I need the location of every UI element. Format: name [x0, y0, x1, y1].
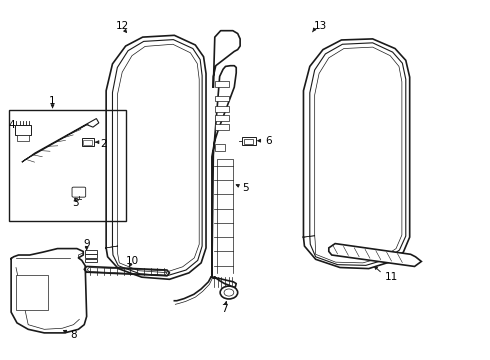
Text: 9: 9: [83, 239, 90, 249]
Circle shape: [220, 286, 238, 299]
Bar: [244, 139, 253, 144]
Bar: [242, 137, 256, 145]
FancyBboxPatch shape: [72, 187, 86, 197]
Polygon shape: [22, 118, 99, 162]
Polygon shape: [329, 244, 421, 266]
Bar: [9, 111, 125, 221]
Circle shape: [224, 289, 234, 296]
Bar: [215, 107, 229, 112]
Bar: [83, 140, 92, 145]
FancyBboxPatch shape: [15, 125, 30, 135]
Text: 8: 8: [70, 330, 77, 341]
Text: 11: 11: [385, 272, 398, 282]
Text: 10: 10: [125, 256, 139, 266]
Bar: [215, 115, 229, 121]
Bar: [85, 258, 97, 262]
Text: 3: 3: [72, 198, 79, 208]
Bar: [215, 96, 229, 102]
Text: 5: 5: [243, 183, 249, 193]
Bar: [85, 254, 97, 258]
Text: 7: 7: [221, 303, 228, 314]
Bar: [16, 275, 48, 310]
Text: 12: 12: [116, 21, 129, 31]
Bar: [215, 81, 229, 87]
Text: 4: 4: [9, 120, 15, 130]
Bar: [85, 250, 97, 253]
Bar: [215, 124, 229, 130]
Bar: [17, 135, 29, 141]
Text: 2: 2: [100, 139, 107, 149]
Bar: [215, 144, 224, 152]
Bar: [82, 138, 95, 146]
Text: 13: 13: [314, 21, 327, 31]
Text: 6: 6: [265, 136, 271, 146]
Text: 1: 1: [49, 96, 56, 107]
